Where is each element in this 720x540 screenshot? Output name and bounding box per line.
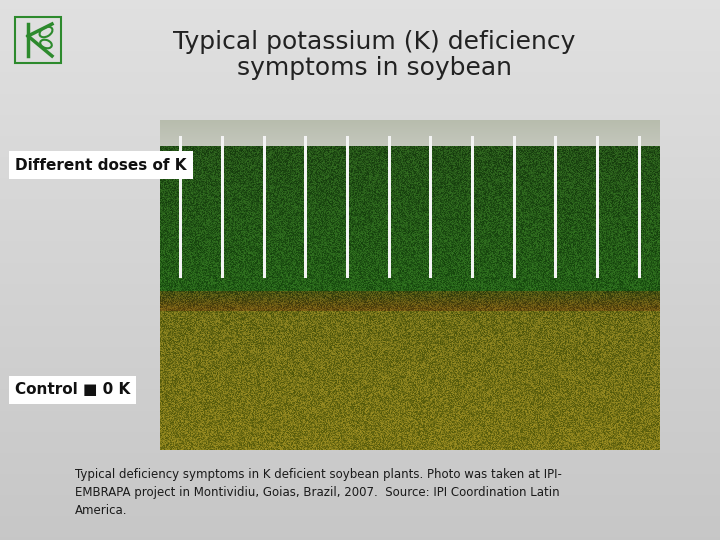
Bar — [15, 17, 61, 63]
Text: Control ■ 0 K: Control ■ 0 K — [15, 382, 130, 397]
Text: Typical potassium (K) deficiency: Typical potassium (K) deficiency — [174, 30, 575, 54]
Text: symptoms in soybean: symptoms in soybean — [237, 56, 512, 80]
Text: Different doses of K: Different doses of K — [15, 158, 186, 172]
Text: Typical deficiency symptoms in K deficient soybean plants. Photo was taken at IP: Typical deficiency symptoms in K deficie… — [75, 468, 562, 517]
